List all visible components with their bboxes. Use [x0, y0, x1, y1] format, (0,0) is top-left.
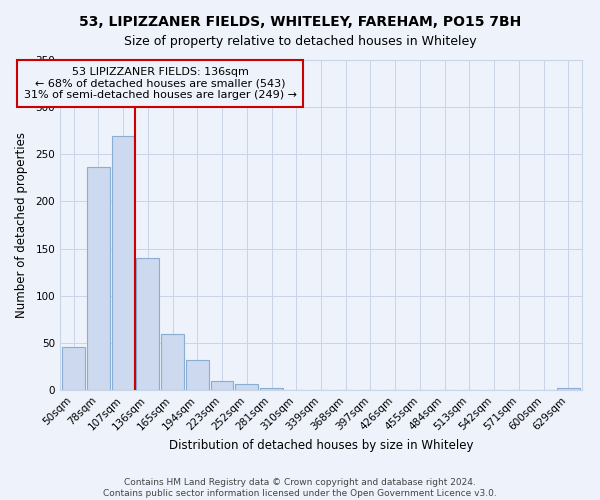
- Bar: [211, 380, 233, 390]
- Bar: [557, 388, 580, 390]
- Text: Size of property relative to detached houses in Whiteley: Size of property relative to detached ho…: [124, 35, 476, 48]
- X-axis label: Distribution of detached houses by size in Whiteley: Distribution of detached houses by size …: [169, 438, 473, 452]
- Bar: [235, 384, 258, 390]
- Y-axis label: Number of detached properties: Number of detached properties: [16, 132, 28, 318]
- Bar: [161, 334, 184, 390]
- Bar: [112, 136, 134, 390]
- Bar: [260, 388, 283, 390]
- Bar: [87, 168, 110, 390]
- Bar: [186, 360, 209, 390]
- Bar: [136, 258, 159, 390]
- Text: Contains HM Land Registry data © Crown copyright and database right 2024.
Contai: Contains HM Land Registry data © Crown c…: [103, 478, 497, 498]
- Bar: [62, 346, 85, 390]
- Text: 53, LIPIZZANER FIELDS, WHITELEY, FAREHAM, PO15 7BH: 53, LIPIZZANER FIELDS, WHITELEY, FAREHAM…: [79, 15, 521, 29]
- Text: 53 LIPIZZANER FIELDS: 136sqm
← 68% of detached houses are smaller (543)
31% of s: 53 LIPIZZANER FIELDS: 136sqm ← 68% of de…: [23, 67, 296, 100]
